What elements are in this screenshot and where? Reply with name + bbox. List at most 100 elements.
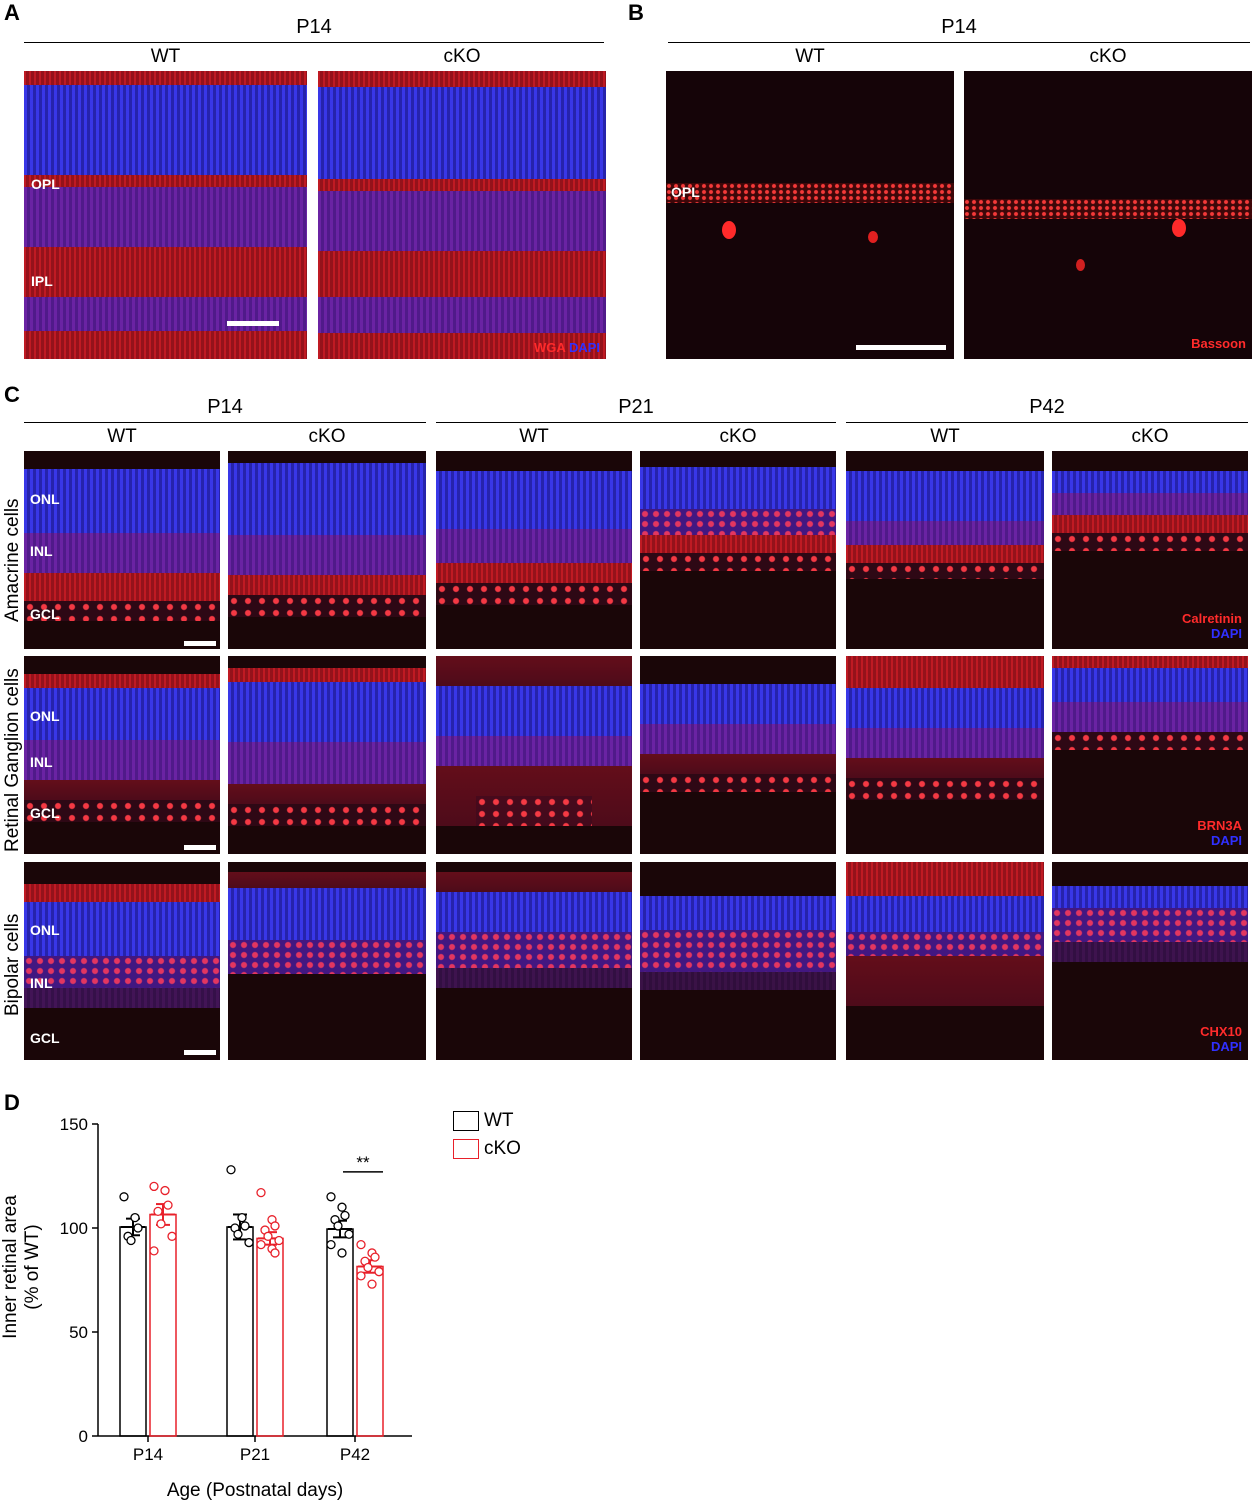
- layer-label-opl-b: OPL: [671, 184, 700, 200]
- data-point: [237, 1212, 247, 1223]
- scale-bar-c3: [184, 1050, 216, 1055]
- layer-inl: INL: [30, 543, 53, 559]
- panel-c-letter: C: [4, 382, 20, 407]
- stain-dapi: DAPI: [568, 340, 600, 355]
- c-r2-p14-wt: ONL INL GCL: [24, 656, 220, 854]
- data-point: [270, 1248, 280, 1258]
- x-tick-label: P42: [340, 1445, 370, 1464]
- panel-c-col-1: WT: [107, 426, 137, 447]
- c-r1-p42-wt: [846, 451, 1044, 649]
- data-point: [367, 1279, 377, 1289]
- layer-gcl-r2: GCL: [30, 805, 60, 821]
- y-tick-label: 150: [60, 1115, 88, 1134]
- panel-b-col-wt: WT: [795, 46, 825, 67]
- c-r2-p42-cko: BRN3A DAPI: [1052, 656, 1248, 854]
- panel-b-letter: B: [628, 0, 644, 25]
- c-r3-p14-cko: [228, 862, 426, 1060]
- data-point: [160, 1185, 170, 1196]
- bar: [356, 1265, 384, 1437]
- c-r3-p42-cko: CHX10 DAPI: [1052, 862, 1248, 1060]
- layer-onl-r3: ONL: [30, 922, 60, 938]
- panel-a-age: P14: [296, 16, 332, 38]
- stain-dapi-row3: DAPI: [1210, 1039, 1242, 1054]
- data-point: [153, 1206, 163, 1217]
- data-point: [126, 1235, 136, 1246]
- data-point: [156, 1219, 166, 1229]
- data-point: [167, 1231, 177, 1241]
- panel-a-col-cko: cKO: [443, 46, 481, 67]
- data-point: [270, 1221, 280, 1231]
- bar: [119, 1226, 147, 1437]
- bar: [226, 1226, 254, 1437]
- data-point: [233, 1229, 243, 1239]
- stain-wga: WGA: [534, 340, 566, 355]
- legend-swatch-wt: [453, 1111, 479, 1131]
- c-r3-p21-wt: [436, 862, 632, 1060]
- c-r1-p21-cko: [640, 451, 836, 649]
- panel-c-rule-p21: [436, 422, 836, 423]
- panel-c-rule-p42: [846, 422, 1248, 423]
- data-point: [263, 1231, 273, 1241]
- c-r1-p14-wt: ONL INL GCL: [24, 451, 220, 649]
- c-r2-p21-cko: [640, 656, 836, 854]
- data-point: [244, 1237, 254, 1248]
- c-r2-p14-cko: [228, 656, 426, 854]
- layer-onl: ONL: [30, 491, 60, 507]
- legend-label-wt: WT: [484, 1110, 514, 1131]
- data-point: [340, 1210, 350, 1221]
- stain-brn3a: BRN3A: [1197, 818, 1242, 833]
- data-point: [256, 1187, 266, 1198]
- layer-label-ipl: IPL: [31, 273, 53, 289]
- c-r1-p14-cko: [228, 451, 426, 649]
- panel-b-col-cko: cKO: [1089, 46, 1127, 67]
- stain-dapi-row2: DAPI: [1210, 833, 1242, 848]
- data-point: [337, 1202, 347, 1212]
- panel-c-age-p14: P14: [207, 396, 243, 418]
- layer-label-opl: OPL: [31, 176, 60, 192]
- data-point: [163, 1200, 173, 1210]
- stain-dapi-row1: DAPI: [1210, 626, 1242, 641]
- c-r1-p42-cko: Calretinin DAPI: [1052, 451, 1248, 649]
- panel-c-col-3: WT: [519, 426, 549, 447]
- panel-b-image-wt: OPL: [666, 71, 954, 359]
- panel-c-rule-p14: [24, 422, 426, 423]
- x-axis-title: Age (Postnatal days): [167, 1480, 343, 1500]
- panel-b-stain-bassoon: Bassoon: [1191, 336, 1246, 351]
- layer-gcl: GCL: [30, 606, 60, 622]
- scale-bar-b: [856, 345, 946, 350]
- stain-calretinin: Calretinin: [1182, 611, 1242, 626]
- scale-bar-c1: [184, 641, 216, 646]
- data-point: [374, 1267, 384, 1277]
- data-point: [344, 1229, 354, 1239]
- x-tick-label: P14: [133, 1445, 163, 1464]
- stain-legend-row3: CHX10 DAPI: [1200, 1024, 1242, 1054]
- bar-chart: 0 50 100 150 P14 P21 P42 ** Age (Postnatal days): [60, 1115, 412, 1500]
- c-r3-p21-cko: [640, 862, 836, 1060]
- panel-c-col-2: cKO: [308, 426, 346, 447]
- data-point: [363, 1262, 373, 1273]
- panel-a-image-wt: OPL IPL: [24, 71, 307, 359]
- row-label-bipolar: Bipolar cells: [2, 913, 23, 1016]
- c-r2-p21-wt: [436, 656, 632, 854]
- legend-label-cko: cKO: [484, 1138, 521, 1159]
- scale-bar-c2: [184, 845, 216, 850]
- panel-c-age-p42: P42: [1029, 396, 1065, 418]
- data-point: [133, 1223, 143, 1233]
- layer-inl-r3: INL: [30, 975, 53, 991]
- c-r3-p14-wt: ONL INL GCL: [24, 862, 220, 1060]
- data-point: [333, 1221, 343, 1231]
- data-point: [356, 1239, 366, 1250]
- data-point: [274, 1235, 284, 1246]
- y-tick-label: 50: [69, 1323, 88, 1342]
- panel-b-rule: [668, 42, 1250, 43]
- row-label-rgc: Retinal Ganglion cells: [2, 668, 23, 852]
- data-point: [326, 1192, 336, 1202]
- panel-a-image-cko: WGA DAPI: [318, 71, 606, 359]
- y-tick-label: 100: [60, 1219, 88, 1238]
- panel-a-letter: A: [4, 0, 20, 25]
- c-r1-p21-wt: [436, 451, 632, 649]
- row-label-amacrine: Amacrine cells: [2, 498, 23, 622]
- layer-onl-r2: ONL: [30, 708, 60, 724]
- bar: [326, 1228, 354, 1437]
- panel-c-col-6: cKO: [1131, 426, 1169, 447]
